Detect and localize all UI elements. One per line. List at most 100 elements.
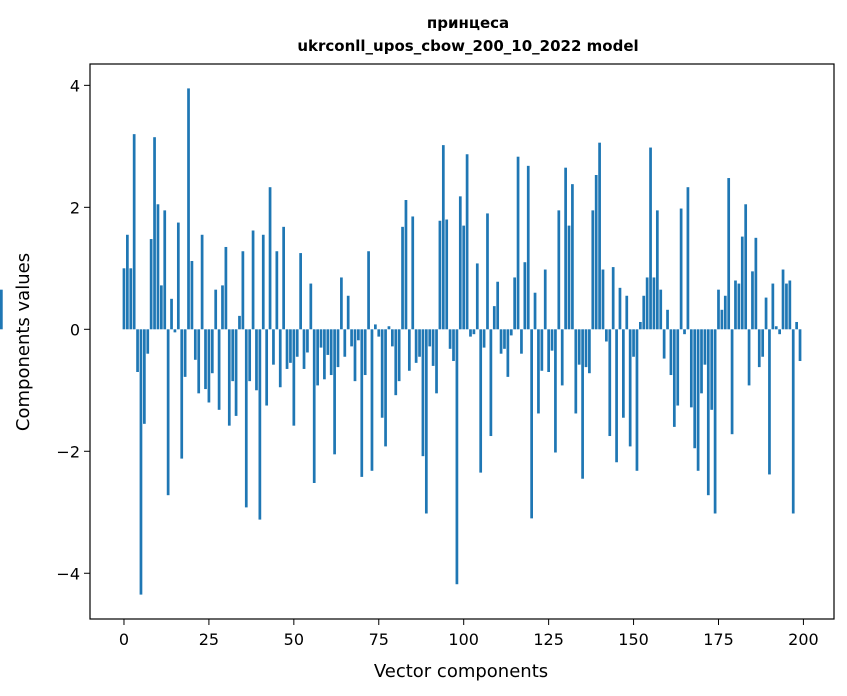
bar: [421, 329, 425, 457]
x-tick-label: 75: [369, 630, 389, 649]
bar: [367, 251, 370, 330]
bar: [268, 187, 272, 330]
bar: [584, 329, 588, 368]
bar: [231, 329, 235, 382]
bar: [255, 329, 258, 391]
bar: [227, 329, 231, 426]
bar: [543, 269, 547, 330]
bar: [710, 329, 714, 410]
bar: [676, 329, 680, 406]
bar: [785, 283, 788, 330]
bar: [139, 329, 143, 595]
bar: [278, 329, 282, 388]
bar: [639, 321, 642, 330]
bar: [618, 287, 622, 330]
bar: [221, 285, 224, 330]
bar: [452, 329, 455, 362]
bar: [414, 329, 418, 363]
bar: [210, 329, 214, 374]
bar: [740, 236, 744, 330]
bar: [397, 329, 401, 382]
bar: [411, 216, 415, 330]
bar: [244, 329, 248, 508]
bar: [632, 329, 635, 357]
bar: [353, 329, 357, 382]
bar: [645, 277, 649, 330]
bar: [791, 329, 795, 514]
bar: [523, 262, 527, 330]
bar: [265, 329, 269, 406]
chart-title-line1: принцеса: [427, 14, 509, 32]
bar: [520, 329, 523, 354]
bar: [424, 329, 428, 514]
bar: [588, 329, 591, 374]
bar: [625, 295, 629, 330]
bar: [771, 283, 775, 330]
bar: [295, 329, 299, 357]
bar: [197, 329, 201, 394]
bar: [159, 285, 163, 330]
bar: [214, 289, 218, 330]
y-tick-label: 4: [70, 76, 80, 95]
bar: [438, 220, 442, 330]
bar: [187, 88, 190, 330]
bar: [275, 251, 279, 330]
bar: [200, 234, 204, 330]
bar: [445, 219, 449, 330]
bar: [258, 329, 262, 520]
chart-title-line2: ukrconll_upos_cbow_200_10_2022 model: [297, 37, 638, 55]
bar: [550, 329, 554, 351]
bar: [700, 329, 703, 394]
bar: [469, 329, 472, 337]
bar: [323, 329, 326, 380]
bar: [486, 213, 489, 330]
bar: [285, 329, 289, 369]
bar: [516, 156, 520, 330]
bar: [757, 329, 761, 368]
bar: [577, 329, 581, 365]
x-tick-label: 150: [618, 630, 649, 649]
bar: [666, 309, 669, 330]
x-tick-label: 25: [199, 630, 219, 649]
bar: [217, 329, 221, 410]
bar: [261, 234, 265, 330]
bar: [292, 329, 296, 426]
bar: [428, 329, 432, 347]
bar: [693, 329, 697, 449]
bar: [513, 277, 517, 330]
bar: [611, 267, 615, 330]
bar: [581, 329, 584, 479]
bar: [238, 315, 241, 330]
bar: [781, 269, 785, 330]
bar: [163, 210, 167, 330]
plot-area-frame: [89, 63, 835, 620]
bar: [343, 329, 347, 357]
bar: [798, 329, 802, 362]
bar: [407, 329, 411, 371]
bar: [778, 329, 781, 335]
bar: [302, 329, 306, 369]
bar: [129, 268, 133, 330]
bar: [435, 329, 438, 394]
bar: [567, 225, 571, 330]
bar: [272, 329, 275, 365]
bar: [560, 329, 564, 386]
x-axis-label: Vector components: [374, 661, 548, 682]
bar: [472, 329, 476, 335]
bar: [503, 329, 506, 349]
bar: [764, 297, 768, 330]
bar: [370, 329, 374, 471]
bar: [190, 260, 194, 330]
bar: [224, 246, 228, 330]
bar: [734, 280, 737, 330]
bar: [176, 222, 180, 330]
bar: [601, 269, 605, 330]
bar: [326, 329, 330, 355]
bar: [768, 329, 771, 475]
bar: [149, 239, 153, 330]
bar: [0, 289, 3, 330]
bar: [703, 329, 707, 365]
bar: [696, 329, 700, 471]
bar: [615, 329, 618, 463]
bar: [377, 329, 381, 337]
